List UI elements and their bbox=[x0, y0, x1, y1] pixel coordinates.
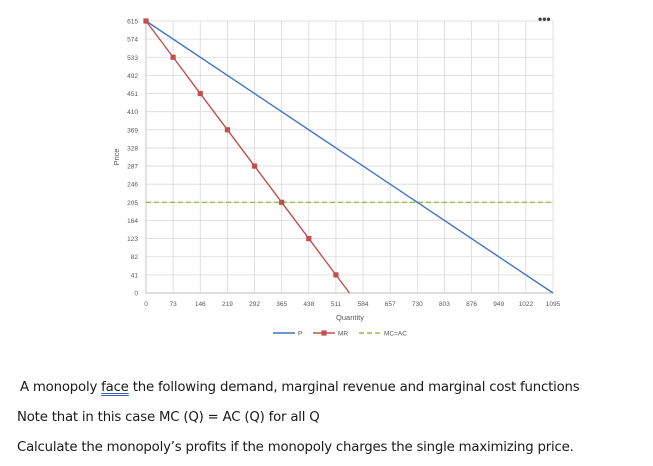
mr-data-marker bbox=[306, 236, 312, 242]
x-tick-label: 1095 bbox=[546, 301, 561, 308]
x-tick-label: 219 bbox=[222, 301, 233, 308]
y-tick-label: 205 bbox=[127, 200, 138, 207]
y-tick-label: 246 bbox=[127, 182, 138, 189]
x-tick-label: 438 bbox=[303, 301, 314, 308]
x-tick-label: 365 bbox=[276, 301, 287, 308]
chart-gridlines bbox=[146, 20, 554, 293]
y-tick-label: 164 bbox=[127, 218, 138, 225]
y-tick-label: 123 bbox=[127, 236, 138, 243]
y-tick-label: 41 bbox=[131, 272, 139, 279]
x-tick-label: 803 bbox=[439, 301, 450, 308]
mr-data-marker bbox=[170, 54, 176, 60]
mr-data-marker bbox=[251, 163, 258, 169]
chart-series bbox=[143, 18, 554, 294]
mr-data-marker bbox=[143, 18, 149, 24]
line1-text-end: the following demand, marginal revenue a… bbox=[128, 380, 580, 395]
svg-text:MR: MR bbox=[338, 330, 348, 337]
price-quantity-chart: 0 41 82 123 164 205 246 287 328 369 410 451 492 533 57… bbox=[112, 18, 561, 337]
x-tick-label: 657 bbox=[385, 301, 396, 308]
legend-item-mr: MR bbox=[313, 330, 348, 337]
x-tick-label: 876 bbox=[466, 301, 477, 308]
x-tick-label: 511 bbox=[331, 301, 342, 308]
y-tick-label: 410 bbox=[127, 109, 138, 116]
x-axis-label: Quantity bbox=[336, 313, 364, 322]
x-tick-label: 584 bbox=[358, 301, 369, 308]
line1-text-start: A monopoly bbox=[20, 380, 102, 395]
y-tick-label: 574 bbox=[127, 37, 138, 44]
chart-legend: P MR MC=AC bbox=[273, 330, 407, 337]
mr-data-marker bbox=[224, 127, 230, 133]
question-line-3: Calculate the monopoly’s profits if the … bbox=[17, 440, 574, 455]
question-line-1: A monopoly face the following demand, ma… bbox=[20, 380, 580, 395]
y-tick-label: 328 bbox=[127, 145, 138, 152]
y-tick-label: 615 bbox=[127, 19, 138, 26]
series-line-mr bbox=[145, 20, 351, 294]
y-tick-label: 533 bbox=[127, 55, 138, 62]
mr-data-marker bbox=[279, 199, 285, 205]
y-axis-tick-labels: 0 41 82 123 164 205 246 287 328 369 410 451 492 533 57… bbox=[127, 19, 138, 298]
mr-data-marker bbox=[197, 90, 203, 97]
svg-text:P: P bbox=[298, 330, 302, 337]
y-tick-label: 287 bbox=[127, 164, 138, 171]
y-tick-label: 369 bbox=[127, 127, 138, 134]
svg-text:MC=AC: MC=AC bbox=[384, 330, 407, 337]
y-axis-label: Price bbox=[112, 148, 121, 165]
y-tick-label: 82 bbox=[131, 254, 139, 261]
grammar-flagged-word[interactable]: face bbox=[101, 380, 129, 395]
x-tick-label: 0 bbox=[144, 301, 148, 308]
x-tick-label: 949 bbox=[493, 301, 504, 308]
x-tick-label: 730 bbox=[412, 301, 423, 308]
legend-item-p: P bbox=[273, 330, 302, 337]
question-line-2: Note that in this case MC (Q) = AC (Q) f… bbox=[17, 410, 320, 425]
mr-data-marker bbox=[333, 272, 339, 278]
x-axis-tick-labels: 0 73 146 219 292 365 438 511 584 657 730 803 876 949 1… bbox=[144, 301, 560, 308]
more-options-icon[interactable]: ••• bbox=[538, 12, 551, 26]
legend-item-mcac: MC=AC bbox=[359, 330, 407, 337]
x-tick-label: 292 bbox=[249, 301, 260, 308]
y-tick-label: 0 bbox=[134, 291, 138, 298]
y-tick-label: 451 bbox=[127, 91, 138, 98]
x-tick-label: 146 bbox=[195, 301, 206, 308]
y-tick-label: 492 bbox=[127, 73, 138, 80]
series-line-p bbox=[145, 20, 554, 294]
x-tick-label: 73 bbox=[170, 301, 178, 308]
x-tick-label: 1022 bbox=[519, 301, 534, 308]
